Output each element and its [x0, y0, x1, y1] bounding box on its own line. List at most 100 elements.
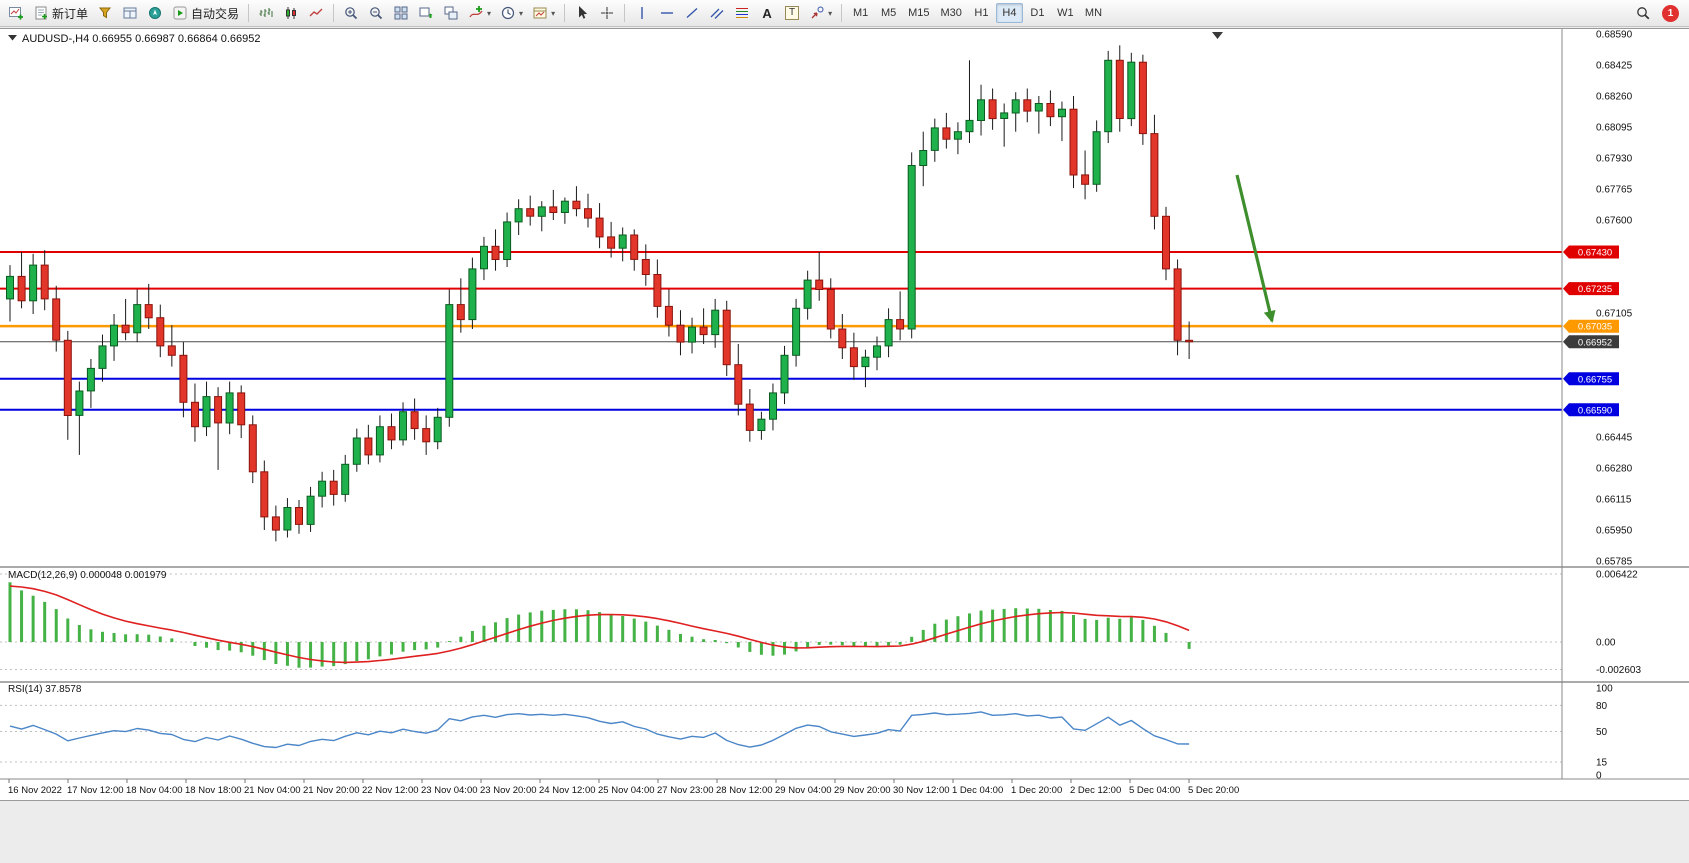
time-axis-label: 24 Nov 12:00 — [539, 785, 596, 796]
timeframe-button-w1[interactable]: W1 — [1052, 3, 1079, 23]
pivot-line-tag[interactable]: 0.67035 — [1563, 319, 1619, 333]
text-label-button[interactable]: T — [780, 2, 804, 24]
fibonacci-button[interactable] — [730, 2, 754, 24]
timeframe-button-d1[interactable]: D1 — [1024, 3, 1051, 23]
tile-windows-button[interactable] — [389, 2, 413, 24]
current-price-line-tag[interactable]: 0.66952 — [1563, 335, 1619, 349]
chart-line-button[interactable] — [304, 2, 328, 24]
timeframe-button-m5[interactable]: M5 — [875, 3, 902, 23]
line-chart-icon — [309, 8, 323, 17]
text-tool-icon: A — [762, 5, 772, 21]
cascade-windows-button[interactable] — [439, 2, 463, 24]
time-axis-label: 18 Nov 18:00 — [185, 785, 242, 796]
timeframe-button-m1[interactable]: M1 — [847, 3, 874, 23]
rsi-axis-label: 50 — [1596, 727, 1608, 738]
rsi-axis-label: 0 — [1596, 771, 1602, 782]
symbol-dropdown-icon[interactable] — [8, 35, 17, 41]
time-axis-label: 30 Nov 12:00 — [893, 785, 950, 796]
rsi-line — [9, 711, 1190, 749]
support-line-2-tag[interactable]: 0.66590 — [1563, 403, 1619, 417]
panel-separator-rsi[interactable] — [0, 681, 1689, 683]
macd-axis-label: 0.00 — [1596, 638, 1616, 649]
cursor-button[interactable] — [570, 2, 594, 24]
resistance-line-2-tag[interactable]: 0.67235 — [1563, 282, 1619, 296]
price-axis-label: 0.68095 — [1596, 123, 1633, 134]
price-axis-label: 0.68590 — [1596, 30, 1633, 41]
cascade-windows-icon — [444, 6, 458, 20]
periods-button[interactable]: ▾ — [496, 2, 527, 24]
clock-icon — [501, 6, 515, 20]
timeframe-button-h1[interactable]: H1 — [968, 3, 995, 23]
notification-badge[interactable]: 1 — [1662, 4, 1679, 22]
crosshair-icon — [601, 7, 614, 19]
navigator-button[interactable] — [143, 2, 167, 24]
crosshair-button[interactable] — [595, 2, 619, 24]
trendline-button[interactable] — [680, 2, 704, 24]
fibonacci-icon — [736, 8, 749, 18]
tile-windows-icon — [394, 6, 408, 20]
text-button[interactable]: A — [755, 2, 779, 24]
templates-button[interactable]: ▾ — [528, 2, 559, 24]
vertical-line-button[interactable] — [630, 2, 654, 24]
text-label-icon: T — [785, 6, 800, 20]
time-axis-label: 5 Dec 04:00 — [1129, 785, 1180, 796]
zoom-out-button[interactable] — [364, 2, 388, 24]
time-axis[interactable] — [0, 779, 1689, 801]
chart-shift-marker[interactable] — [1212, 32, 1223, 39]
support-line-1-tag[interactable]: 0.66755 — [1563, 372, 1619, 386]
macd-histogram — [8, 582, 1191, 668]
timeframe-button-mn[interactable]: MN — [1080, 3, 1107, 23]
arrow-tools-button[interactable]: ▾ — [805, 2, 836, 24]
macd-axis-label: -0.002603 — [1596, 665, 1641, 676]
arrow-shapes-icon — [811, 6, 824, 19]
rsi-axis-label: 80 — [1596, 701, 1608, 712]
time-axis-label: 25 Nov 04:00 — [598, 785, 655, 796]
vertical-line-icon — [641, 7, 643, 19]
bar-chart-icon — [259, 8, 273, 17]
zoom-in-button[interactable] — [339, 2, 363, 24]
time-axis-label: 27 Nov 23:00 — [657, 785, 714, 796]
navigator-icon — [149, 7, 162, 19]
resistance-line-1-tag[interactable]: 0.67430 — [1563, 245, 1619, 259]
price-axis-label: 0.67765 — [1596, 185, 1633, 196]
auto-trading-button[interactable]: 自动交易 — [168, 2, 243, 24]
timeframe-button-h4[interactable]: H4 — [995, 3, 1023, 23]
template-icon — [533, 7, 547, 19]
price-axis-label: 0.65785 — [1596, 557, 1633, 568]
new-chart-button[interactable] — [4, 2, 28, 24]
time-axis-label: 28 Nov 12:00 — [716, 785, 773, 796]
arrange-windows-icon — [419, 7, 433, 18]
dropdown-arrow-icon: ▾ — [487, 8, 492, 18]
new-chart-icon — [9, 7, 23, 20]
svg-text:0.67035: 0.67035 — [1578, 322, 1612, 333]
time-axis-label: 29 Nov 04:00 — [775, 785, 832, 796]
timeframe-button-m15[interactable]: M15 — [903, 3, 934, 23]
market-watch-button[interactable] — [93, 2, 117, 24]
trend-arrow-annotation[interactable] — [1235, 174, 1276, 323]
search-button[interactable] — [1631, 2, 1655, 24]
chart-candles-button[interactable] — [279, 2, 303, 24]
macd-axis-label: 0.006422 — [1596, 570, 1638, 581]
price-axis[interactable] — [1562, 29, 1689, 779]
svg-text:0.66755: 0.66755 — [1578, 374, 1612, 385]
dropdown-arrow-icon: ▾ — [551, 8, 556, 18]
timeframe-button-m30[interactable]: M30 — [936, 3, 967, 23]
time-axis-label: 1 Dec 20:00 — [1011, 785, 1062, 796]
time-axis-label: 18 Nov 04:00 — [126, 785, 183, 796]
window-bottom-area — [0, 802, 1689, 863]
horizontal-line-button[interactable] — [655, 2, 679, 24]
svg-text:0.66952: 0.66952 — [1578, 337, 1612, 348]
arrange-windows-button[interactable] — [414, 2, 438, 24]
indicators-icon — [469, 6, 483, 18]
svg-text:0.67430: 0.67430 — [1578, 247, 1612, 258]
data-window-button[interactable] — [118, 2, 142, 24]
trendline-icon — [686, 7, 698, 19]
new-order-button[interactable]: 新订单 — [29, 2, 92, 24]
indicators-button[interactable]: ▾ — [464, 2, 495, 24]
time-axis-label: 17 Nov 12:00 — [67, 785, 124, 796]
price-chart[interactable]: 0.006422 0.00 -0.002603 100 80 50 15 0 0.68590 0.… — [0, 29, 1689, 802]
toolbar-separator — [248, 4, 250, 22]
channel-button[interactable] — [705, 2, 729, 24]
chart-bars-button[interactable] — [254, 2, 278, 24]
panel-separator-macd[interactable] — [0, 566, 1689, 568]
